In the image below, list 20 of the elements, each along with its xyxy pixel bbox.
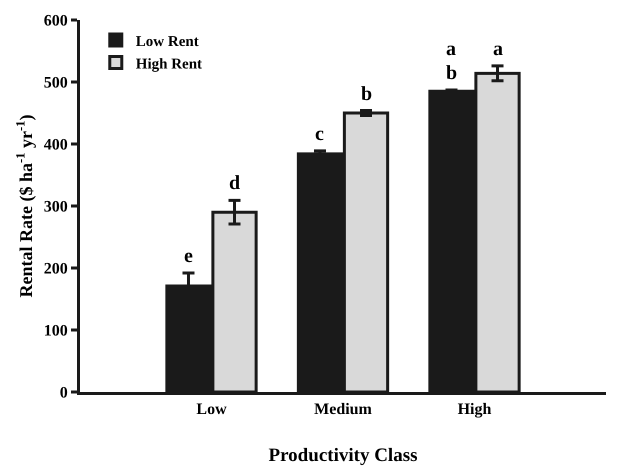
legend-label: High Rent — [136, 56, 202, 72]
y-tick-label: 600 — [44, 12, 68, 30]
x-tick-label: Low — [196, 401, 228, 418]
y-tick-label: 100 — [44, 322, 68, 340]
y-tick-label: 500 — [44, 74, 68, 92]
annotation: a — [493, 38, 503, 60]
annotation: b — [361, 83, 372, 105]
y-tick-label: 300 — [44, 198, 68, 216]
annotation: a — [446, 38, 456, 60]
y-tick-label: 400 — [44, 136, 68, 154]
x-tick-label: Medium — [314, 401, 373, 418]
y-tick-label: 0 — [60, 384, 68, 402]
legend-label: Low Rent — [136, 34, 199, 50]
annotation: e — [184, 245, 193, 267]
annotation: b — [446, 62, 458, 84]
x-tick-label: High — [458, 401, 492, 418]
y-tick-label: 200 — [44, 260, 68, 278]
annotation: d — [229, 172, 240, 194]
annotation: c — [315, 123, 324, 145]
x-axis-title: Productivity Class — [268, 445, 418, 466]
